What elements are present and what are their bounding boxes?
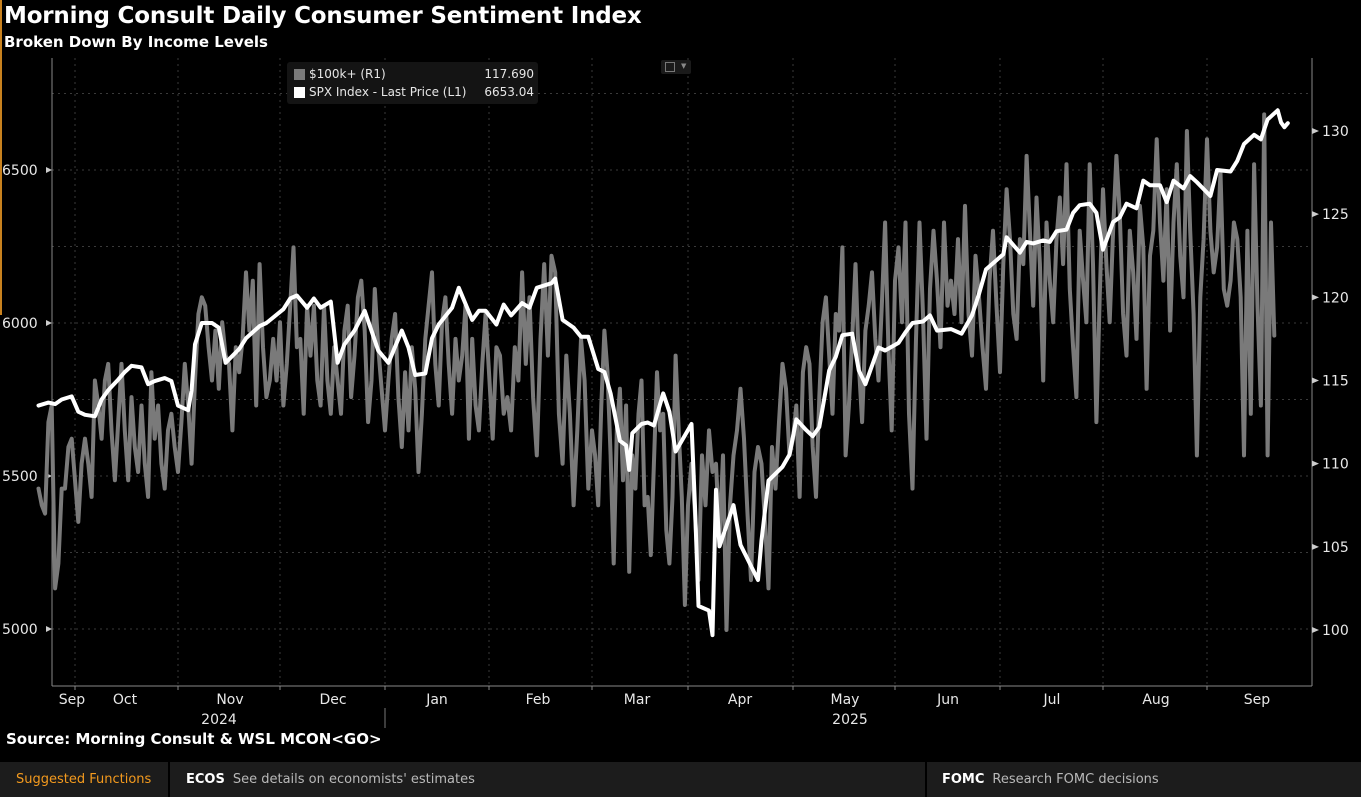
right-tick-marker: [1312, 627, 1319, 633]
chart-title: Morning Consult Daily Consumer Sentiment…: [4, 3, 642, 29]
x-tick-label: Dec: [319, 692, 346, 708]
right-tick-marker: [1312, 128, 1319, 134]
x-tick-label: Sep: [59, 692, 86, 708]
left-tick-label: 6500: [2, 163, 38, 179]
right-tick-label: 130: [1322, 124, 1349, 140]
x-year-label: 2024: [201, 712, 237, 728]
legend-value: 117.690: [484, 67, 534, 81]
caret-down-icon: ▼: [681, 62, 687, 70]
function-code: ECOS: [186, 772, 225, 787]
x-tick-label: Jul: [1043, 692, 1061, 708]
function-code: FOMC: [942, 772, 985, 787]
legend-item-100k[interactable]: $100k+ (R1) 117.690: [294, 67, 534, 81]
right-tick-label: 120: [1322, 290, 1349, 306]
chart-options-menu[interactable]: ▼: [661, 60, 691, 74]
right-tick-marker: [1312, 460, 1319, 467]
legend[interactable]: $100k+ (R1) 117.690 SPX Index - Last Pri…: [287, 62, 538, 104]
legend-swatch-spx: [294, 86, 305, 98]
legend-item-spx[interactable]: SPX Index - Last Price (L1) 6653.04: [294, 85, 534, 99]
divider: [168, 762, 170, 797]
left-tick-label: 5000: [2, 622, 38, 638]
x-tick-label: Sep: [1244, 692, 1271, 708]
left-tick-marker: [46, 626, 52, 632]
legend-value: 6653.04: [484, 85, 534, 99]
function-description: See details on economists' estimates: [232, 772, 475, 787]
left-tick-label: 6000: [2, 316, 38, 332]
legend-label: SPX Index - Last Price (L1): [309, 85, 467, 99]
gridlines: [52, 58, 1312, 686]
x-tick-label: Jun: [936, 692, 959, 708]
right-tick-marker: [1312, 377, 1319, 384]
axes: 5000 5500 6000 6500 100 105 110 115 120 125 130 Sep…: [2, 58, 1349, 728]
source-note: Source: Morning Consult & WSL MCON<GO>: [6, 730, 382, 748]
legend-label: $100k+ (R1): [309, 67, 386, 81]
x-tick-label: May: [831, 692, 860, 708]
right-tick-marker: [1312, 294, 1319, 301]
x-tick-label: Mar: [624, 692, 651, 708]
x-tick-label: Apr: [728, 692, 752, 708]
right-tick-label: 125: [1322, 207, 1349, 223]
suggested-functions-label[interactable]: Suggested Functions: [16, 772, 152, 787]
x-tick-label: Feb: [526, 692, 551, 708]
right-tick-marker: [1312, 543, 1319, 550]
right-tick-label: 100: [1322, 623, 1349, 639]
chart-canvas[interactable]: 5000 5500 6000 6500 100 105 110 115 120 125 130 Sep…: [0, 0, 1361, 760]
window-accent-bar: [0, 0, 2, 315]
x-tick-label: Jan: [425, 692, 448, 708]
sentiment-100k-line: [36, 112, 1277, 632]
function-link-ecos[interactable]: ECOS See details on economists' estimate…: [186, 762, 475, 797]
chart-subtitle: Broken Down By Income Levels: [4, 33, 268, 51]
series-spx: [36, 108, 1290, 638]
right-tick-label: 115: [1322, 374, 1349, 390]
spx-line: [36, 108, 1290, 638]
x-tick-label: Oct: [113, 692, 138, 708]
right-tick-label: 105: [1322, 540, 1349, 556]
left-tick-label: 5500: [2, 469, 38, 485]
right-tick-label: 110: [1322, 457, 1349, 473]
left-tick-marker: [46, 167, 52, 173]
checkbox-icon: [665, 62, 675, 72]
suggested-functions-bar: Suggested Functions ECOS See details on …: [0, 762, 1361, 797]
divider: [925, 762, 927, 797]
function-description: Research FOMC decisions: [992, 772, 1159, 787]
x-tick-label: Aug: [1142, 692, 1169, 708]
legend-swatch-100k: [294, 68, 305, 80]
right-tick-marker: [1312, 211, 1319, 218]
left-tick-marker: [46, 320, 52, 326]
x-year-label: 2025: [832, 712, 868, 728]
x-tick-label: Nov: [216, 692, 243, 708]
function-link-fomc[interactable]: FOMC Research FOMC decisions: [942, 762, 1159, 797]
series-100k-plus: [36, 112, 1277, 632]
